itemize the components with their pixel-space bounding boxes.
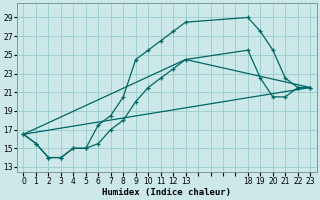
X-axis label: Humidex (Indice chaleur): Humidex (Indice chaleur) — [102, 188, 231, 197]
